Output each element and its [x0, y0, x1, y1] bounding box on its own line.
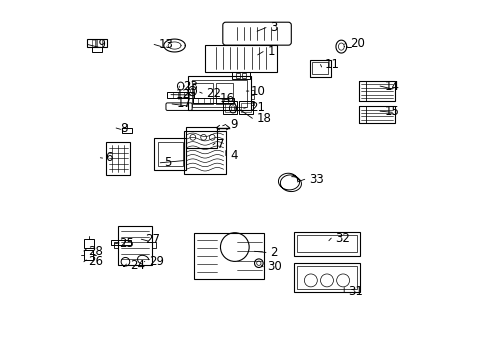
Text: 10: 10: [250, 85, 265, 98]
Text: 21: 21: [250, 101, 265, 114]
Bar: [193, 84, 213, 104]
Bar: [167, 92, 194, 98]
Bar: [241, 73, 245, 78]
Text: 17: 17: [176, 98, 191, 111]
Text: 30: 30: [267, 260, 282, 273]
Bar: [114, 242, 118, 248]
Bar: [87, 39, 107, 46]
Bar: [106, 142, 130, 175]
Text: 18: 18: [256, 112, 271, 125]
Text: 25: 25: [119, 237, 134, 250]
Bar: [122, 128, 132, 133]
Text: 23: 23: [183, 80, 198, 93]
Bar: [293, 263, 360, 292]
Bar: [184, 131, 225, 174]
Text: 4: 4: [230, 149, 237, 162]
Bar: [192, 98, 233, 103]
Bar: [312, 62, 327, 74]
Text: 22: 22: [206, 87, 221, 100]
Text: 29: 29: [149, 255, 164, 268]
Text: 11: 11: [324, 58, 339, 71]
Bar: [359, 81, 394, 102]
Text: 3: 3: [270, 21, 277, 34]
Bar: [158, 142, 183, 166]
Bar: [223, 101, 237, 114]
Bar: [293, 231, 360, 256]
Text: 7: 7: [217, 138, 224, 151]
Text: 5: 5: [164, 156, 172, 169]
Text: 15: 15: [384, 105, 398, 118]
Bar: [154, 138, 186, 170]
Bar: [224, 103, 235, 112]
Bar: [118, 226, 152, 265]
Text: 12: 12: [175, 88, 190, 101]
Bar: [152, 242, 156, 248]
Text: 26: 26: [88, 255, 103, 268]
Bar: [111, 239, 131, 245]
Text: 1: 1: [267, 45, 274, 58]
Bar: [250, 95, 254, 99]
Text: 14: 14: [384, 80, 399, 93]
Bar: [359, 81, 365, 102]
Text: 20: 20: [349, 36, 364, 50]
Bar: [239, 101, 253, 114]
Bar: [250, 100, 254, 105]
Bar: [297, 266, 356, 289]
Bar: [191, 80, 247, 107]
Bar: [235, 73, 240, 78]
Bar: [194, 233, 264, 279]
Bar: [186, 127, 217, 148]
Bar: [187, 76, 250, 110]
Text: 16: 16: [220, 92, 235, 105]
Text: 32: 32: [335, 231, 350, 244]
Text: 13: 13: [158, 38, 173, 51]
Text: 27: 27: [145, 233, 160, 246]
Text: 31: 31: [348, 285, 363, 298]
Bar: [204, 45, 276, 72]
Text: 19: 19: [92, 38, 106, 51]
Text: 8: 8: [120, 122, 127, 135]
Bar: [250, 90, 254, 94]
Text: 2: 2: [270, 246, 277, 259]
Bar: [359, 106, 394, 123]
Text: 33: 33: [308, 173, 323, 186]
Bar: [215, 84, 233, 104]
Bar: [231, 72, 249, 80]
Text: 9: 9: [230, 118, 237, 131]
Bar: [309, 59, 330, 77]
Text: 28: 28: [88, 244, 103, 257]
Bar: [92, 46, 102, 51]
Bar: [359, 106, 365, 123]
Bar: [241, 103, 251, 112]
Text: 24: 24: [129, 259, 144, 272]
Bar: [297, 235, 356, 252]
Bar: [83, 239, 94, 248]
Text: 6: 6: [104, 151, 112, 164]
Bar: [83, 249, 93, 260]
